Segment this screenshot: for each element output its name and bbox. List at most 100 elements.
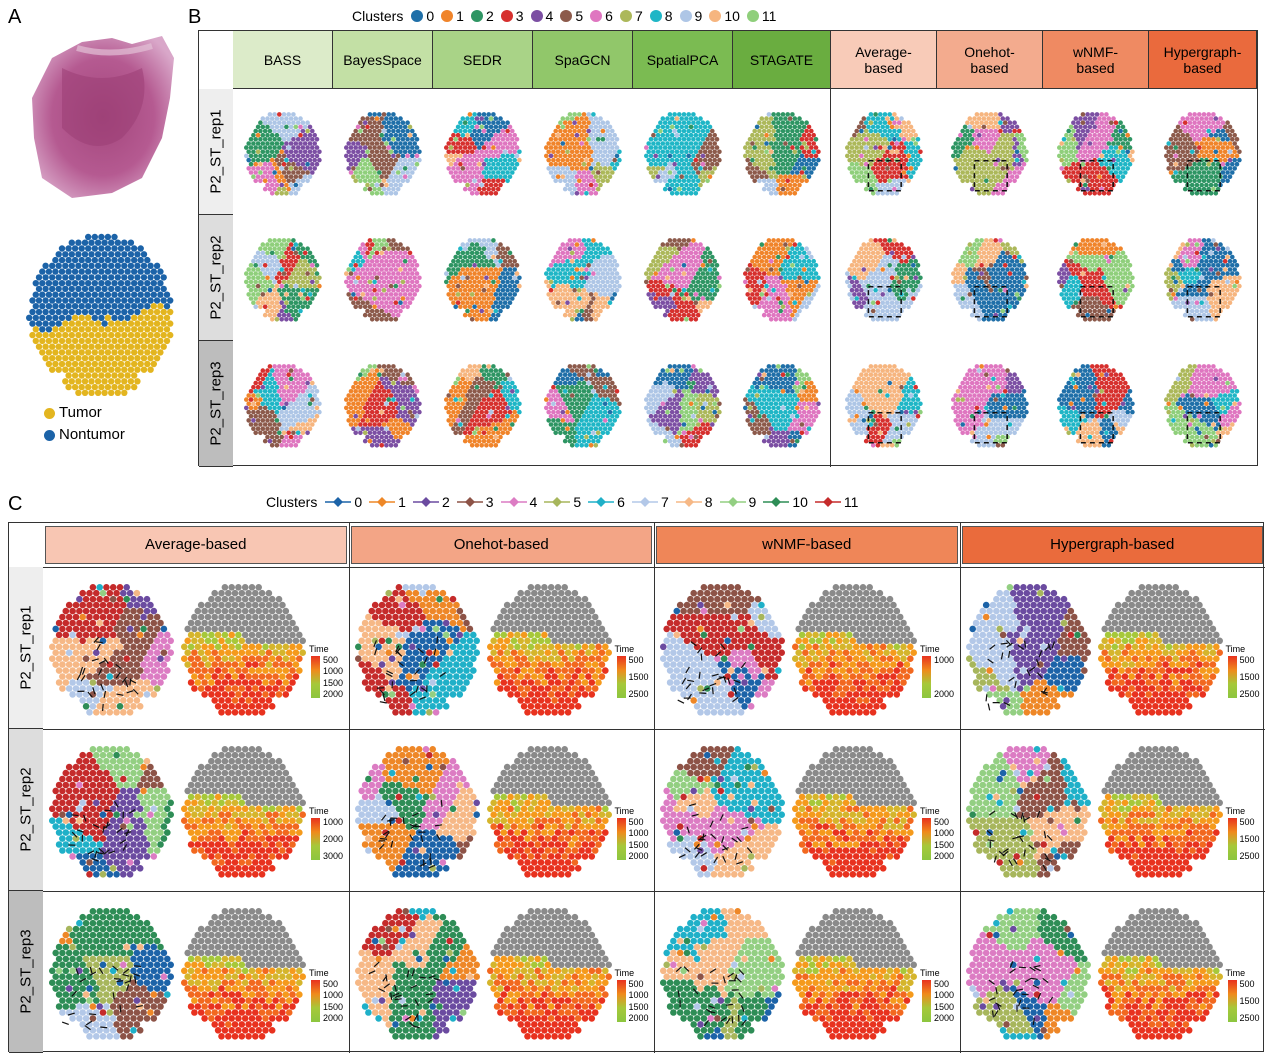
cluster-diamond-icon bbox=[412, 497, 439, 507]
time-legend-title: Time bbox=[614, 644, 635, 654]
time-tick-label: 1500 bbox=[323, 1001, 344, 1012]
cluster-spot-map bbox=[244, 238, 322, 322]
cluster-spot-map bbox=[951, 238, 1029, 322]
pseudotime-map bbox=[792, 584, 917, 716]
tumor-annotation-spots bbox=[26, 228, 176, 398]
cluster-legend-b: Clusters 0 1 2 3 4 5 6 7 8 9 10 11 bbox=[352, 8, 783, 24]
cluster-spot-map bbox=[644, 238, 722, 322]
legend-label: 4 bbox=[545, 8, 554, 24]
time-legend: Time 500 1000 1500 2000 bbox=[615, 968, 657, 1023]
time-legend-title: Time bbox=[614, 806, 635, 816]
cluster-spot-map bbox=[244, 112, 322, 196]
time-tick-label: 2000 bbox=[934, 1013, 955, 1023]
row-label-text: P2_ST_rep3 bbox=[207, 361, 225, 446]
cluster-spot-map bbox=[845, 238, 923, 322]
time-tick-label: 3000 bbox=[323, 851, 344, 861]
time-legend-title: Time bbox=[920, 806, 940, 816]
row-label: P2_ST_rep3 bbox=[9, 891, 43, 1053]
legend-label: 2 bbox=[485, 8, 494, 24]
time-tick-label: 2000 bbox=[323, 1013, 344, 1023]
pseudotime-map bbox=[1097, 746, 1223, 878]
legend-item-cluster-10: 10 bbox=[709, 8, 740, 24]
legend-label: 11 bbox=[843, 494, 859, 510]
time-legend-title: Time bbox=[614, 968, 635, 978]
legend-item-cluster-4: 4 bbox=[500, 494, 537, 510]
cluster-spot-map bbox=[951, 364, 1029, 448]
cluster-trajectory-map bbox=[965, 746, 1091, 878]
time-tick-label: 1000 bbox=[934, 828, 955, 839]
pseudotime-map bbox=[486, 584, 612, 716]
time-colorbar bbox=[616, 980, 626, 1022]
legend-item-cluster-2: 2 bbox=[470, 8, 494, 24]
cluster-spot-map bbox=[1164, 364, 1242, 448]
cluster-diamond-icon bbox=[325, 497, 352, 507]
cluster-trajectory-map bbox=[49, 584, 174, 716]
time-tick-label: 1500 bbox=[628, 672, 649, 682]
cluster-trajectory-map bbox=[660, 584, 785, 716]
panel-label-a: A bbox=[8, 6, 22, 28]
cluster-trajectory-map bbox=[354, 746, 480, 878]
legend-title: Clusters bbox=[352, 8, 404, 24]
legend-item-cluster-5: 5 bbox=[544, 494, 581, 510]
pseudotime-map bbox=[792, 746, 917, 878]
legend-item-cluster-6: 6 bbox=[588, 494, 625, 510]
cluster-spot-map bbox=[1164, 112, 1242, 196]
legend-label-tumor: Tumor bbox=[59, 404, 102, 421]
time-legend: Time 500 1000 1500 2000 bbox=[920, 968, 962, 1023]
legend-label: 0 bbox=[426, 8, 435, 24]
cluster-spot-map bbox=[951, 112, 1029, 196]
cluster-spot-map bbox=[544, 364, 622, 448]
legend-item-nontumor: Nontumor bbox=[44, 424, 125, 446]
legend-label: 5 bbox=[575, 8, 584, 24]
time-tick-label: 2500 bbox=[1239, 851, 1260, 861]
row-label: P2_ST_rep2 bbox=[9, 729, 43, 891]
cluster-spot-map bbox=[344, 238, 422, 322]
method-header: Hypergraph-based bbox=[961, 526, 1263, 564]
time-legend-title: Time bbox=[1225, 644, 1246, 654]
legend-label: 7 bbox=[634, 8, 643, 24]
cluster-diamond-icon bbox=[675, 497, 702, 507]
cluster-diamond-icon bbox=[544, 497, 571, 507]
time-tick-label: 500 bbox=[934, 979, 950, 989]
time-tick-label: 500 bbox=[323, 979, 339, 989]
legend-item-tumor: Tumor bbox=[44, 402, 125, 424]
time-colorbar bbox=[922, 818, 931, 860]
time-tick-label: 500 bbox=[628, 979, 644, 989]
time-tick-label: 1500 bbox=[934, 839, 955, 850]
time-tick-label: 1500 bbox=[1239, 834, 1260, 844]
time-legend: Time 500 1000 1500 2000 bbox=[615, 806, 657, 861]
column-divider bbox=[959, 523, 961, 1053]
time-tick-label: 2000 bbox=[934, 689, 955, 699]
time-tick-label: 2000 bbox=[934, 851, 955, 861]
cluster-dot-icon bbox=[500, 10, 513, 22]
legend-label-nontumor: Nontumor bbox=[59, 426, 125, 443]
legend-item-cluster-3: 3 bbox=[456, 494, 494, 510]
legend-item-cluster-10: 10 bbox=[763, 494, 808, 510]
time-legend: Time 500 1000 1500 2000 bbox=[920, 806, 962, 861]
legend-label: 2 bbox=[441, 494, 450, 510]
cluster-diamond-icon bbox=[456, 497, 483, 507]
time-colorbar bbox=[922, 656, 931, 698]
legend-label: 11 bbox=[761, 8, 777, 24]
time-tick-label: 500 bbox=[628, 655, 644, 665]
legend-item-cluster-8: 8 bbox=[675, 494, 713, 510]
panel-b-grid: BASS BayesSpace SEDR SpaGCN SpatialPCA STAGAT… bbox=[198, 30, 1258, 467]
cluster-dot-icon bbox=[470, 10, 483, 22]
time-tick-label: 500 bbox=[628, 817, 644, 827]
method-header: SpaGCN bbox=[533, 31, 633, 89]
legend-item-cluster-3: 3 bbox=[500, 8, 524, 24]
time-legend: Time 500 1500 2500 bbox=[615, 644, 657, 699]
cluster-legend-c: Clusters 0 1 2 3 4 5 6 7 8 9 10 11 bbox=[266, 494, 865, 510]
legend-item-cluster-2: 2 bbox=[412, 494, 450, 510]
cluster-dot-icon bbox=[411, 10, 424, 22]
row-label: P2_ST_rep2 bbox=[199, 215, 233, 341]
cluster-diamond-icon bbox=[763, 497, 790, 507]
legend-item-cluster-1: 1 bbox=[369, 494, 406, 510]
legend-item-cluster-4: 4 bbox=[530, 8, 554, 24]
legend-title: Clusters bbox=[266, 494, 318, 510]
column-divider bbox=[654, 523, 655, 1053]
cluster-trajectory-map bbox=[965, 584, 1091, 716]
legend-item-cluster-9: 9 bbox=[679, 8, 702, 24]
pseudotime-map bbox=[181, 584, 306, 716]
method-header: Onehot- based bbox=[937, 31, 1043, 89]
